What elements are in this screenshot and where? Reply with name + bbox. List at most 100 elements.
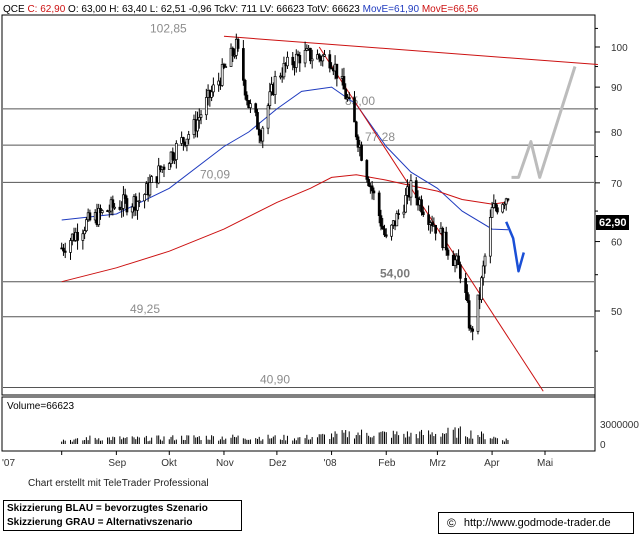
price-candle: [69, 240, 72, 253]
price-candle: [88, 212, 92, 221]
price-candle: [488, 217, 492, 257]
price-candle: [113, 206, 116, 209]
price-candle: [335, 63, 339, 79]
level-label: 49,25: [130, 302, 160, 316]
price-candle: [303, 49, 307, 64]
price-candle: [97, 207, 101, 226]
price-candle: [317, 54, 321, 59]
price-candle: [257, 128, 261, 136]
ma-red-label: MovE=66,56: [422, 4, 479, 15]
price-candle: [353, 97, 356, 123]
price-candle: [481, 265, 485, 279]
price-candle: [254, 103, 258, 113]
ma-line: [61, 86, 509, 231]
price-candle: [261, 127, 265, 142]
price-candle: [220, 64, 224, 86]
price-candle: [204, 97, 208, 116]
price-candle: [125, 198, 129, 213]
trendline: [318, 46, 544, 392]
price-candle: [466, 292, 469, 302]
lv-label: LV: 66623: [260, 4, 305, 15]
price-candle: [62, 247, 65, 252]
price-candle: [328, 54, 332, 69]
website-link[interactable]: © http://www.godmode-trader.de: [438, 512, 634, 534]
price-candle: [384, 234, 388, 237]
price-candle: [354, 121, 358, 138]
price-candle: [185, 138, 189, 146]
price-candle: [367, 179, 370, 187]
price-candle: [100, 210, 104, 213]
x-tick-label: Mai: [537, 458, 553, 469]
price-candle: [143, 194, 146, 202]
price-candle: [360, 144, 363, 161]
price-candle: [414, 180, 418, 199]
volume-tick-label: 0: [600, 440, 606, 451]
scenario-line: [511, 66, 577, 179]
price-candle: [458, 264, 462, 279]
x-tick-label: Dez: [269, 458, 287, 469]
price-candle: [342, 76, 346, 90]
price-candle: [282, 62, 286, 78]
last-price-label: 62,90: [599, 217, 627, 229]
price-candle: [402, 211, 406, 215]
y-tick-label: 60: [611, 238, 623, 249]
price-candle: [150, 176, 153, 183]
price-candle: [243, 79, 247, 96]
price-candle: [167, 163, 171, 170]
last-price-box: 62,90: [596, 215, 629, 230]
price-candle: [196, 119, 199, 132]
price-candle: [123, 194, 127, 199]
price-candle: [323, 54, 326, 57]
price-candle: [122, 194, 125, 209]
price-candle: [256, 112, 259, 130]
y-tick-label: 80: [611, 128, 623, 139]
price-candle: [148, 182, 152, 196]
price-candle: [381, 225, 385, 230]
price-candle: [379, 215, 383, 227]
price-candle: [395, 213, 399, 227]
price-candle: [174, 143, 178, 160]
price-candle: [420, 199, 423, 213]
price-candle: [464, 278, 467, 293]
price-candle: [347, 97, 351, 99]
price-candle: [390, 224, 393, 237]
price-candle: [434, 225, 437, 234]
legend-blue: Skizzierung BLAU = bevorzugtes Szenario: [7, 503, 208, 514]
price-candle: [291, 56, 295, 66]
price-candle: [197, 117, 201, 121]
price-candle: [504, 198, 508, 205]
price-candle: [83, 230, 86, 235]
price-candle: [506, 198, 510, 201]
price-candle: [130, 206, 134, 213]
price-candle: [171, 151, 175, 161]
price-candle: [224, 66, 228, 68]
price-candle: [446, 249, 450, 256]
level-label: 70,09: [200, 167, 230, 181]
price-candle: [365, 160, 369, 180]
price-candle: [496, 207, 499, 213]
price-candle: [286, 56, 289, 67]
price-candle: [467, 300, 471, 329]
volume-tick-label: 3000000: [600, 420, 639, 431]
price-candle: [501, 204, 505, 213]
price-candle: [430, 222, 434, 226]
change-label: -0,96: [189, 4, 212, 15]
price-candle: [427, 214, 430, 225]
price-candle: [231, 47, 235, 57]
price-candle: [294, 53, 298, 68]
price-candle: [377, 192, 381, 217]
website-url[interactable]: http://www.godmode-trader.de: [463, 517, 611, 529]
price-candle: [309, 47, 312, 62]
x-tick-label: Apr: [484, 458, 500, 469]
scenario-legend: Skizzierung BLAU = bevorzugtes Szenario …: [3, 500, 242, 531]
x-tick-label: '08: [324, 458, 337, 469]
price-candle: [503, 203, 506, 206]
volume-label: Volume=66623: [7, 401, 74, 412]
price-candle: [483, 255, 487, 267]
price-candle: [490, 207, 494, 218]
price-candle: [85, 219, 88, 232]
price-candle: [421, 211, 425, 216]
symbol-label: QCE: [3, 4, 25, 15]
price-candle: [187, 134, 191, 140]
